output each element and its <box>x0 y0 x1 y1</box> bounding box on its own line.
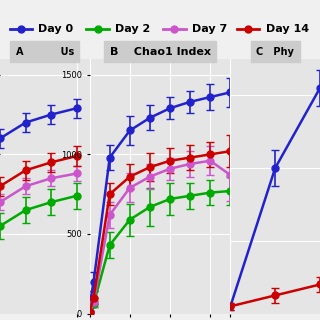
Text: Day 7: Day 7 <box>192 24 227 34</box>
Text: Day 2: Day 2 <box>115 24 150 34</box>
Title: C   Phy: C Phy <box>256 47 294 57</box>
Text: Day 14: Day 14 <box>266 24 309 34</box>
Text: Day 0: Day 0 <box>38 24 74 34</box>
Title: B    Chao1 Index: B Chao1 Index <box>109 47 211 57</box>
Title: A           Us: A Us <box>16 47 74 57</box>
